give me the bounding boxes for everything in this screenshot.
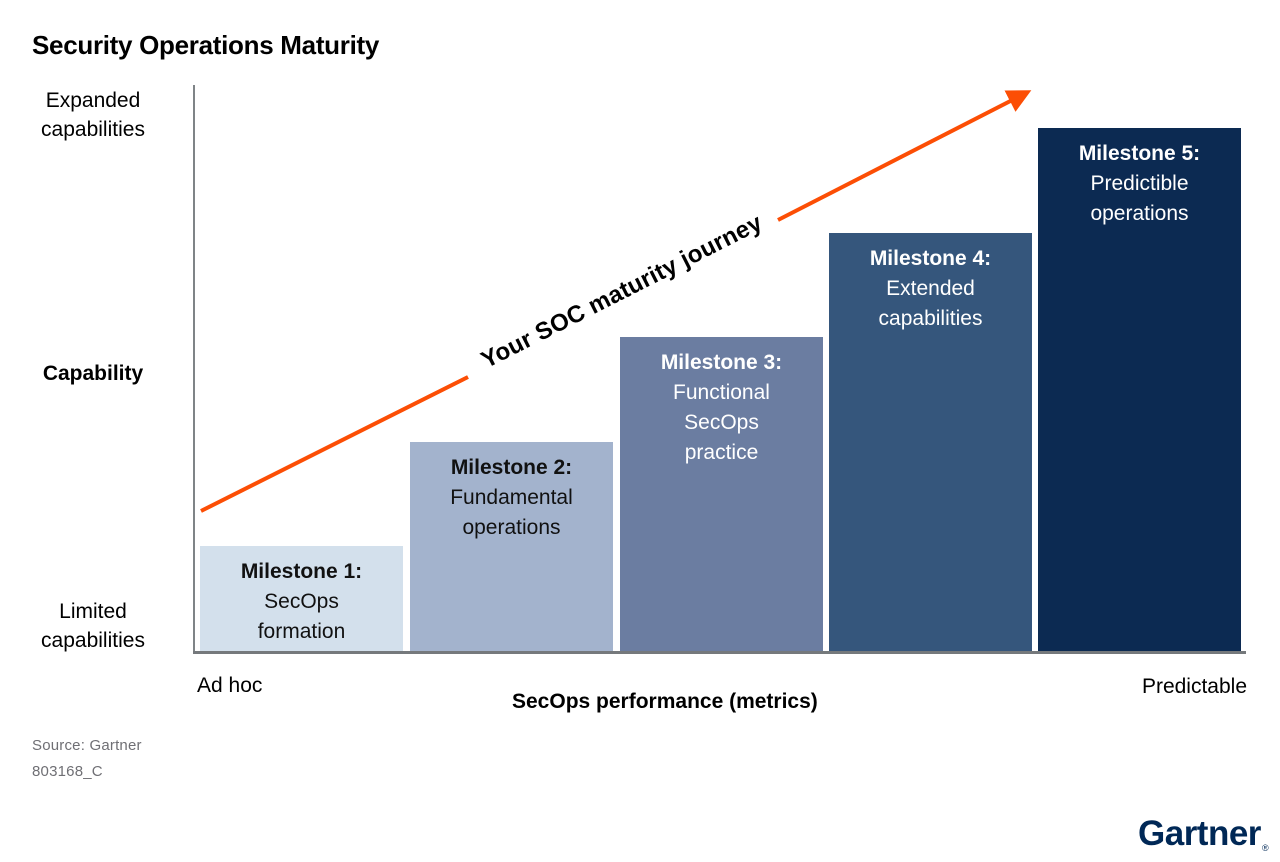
y-axis-title: Capability xyxy=(42,362,144,385)
bar-milestone-5: Milestone 5: Predictible operations xyxy=(1038,128,1241,651)
x-axis-line xyxy=(193,651,1246,654)
bar-description: Predictible operations xyxy=(1090,172,1189,225)
x-axis-max-label: Predictable xyxy=(1141,675,1247,698)
bar-description: Functional SecOps practice xyxy=(673,381,770,464)
bar-milestone-4: Milestone 4: Extended capabilities xyxy=(829,233,1032,651)
gartner-logo: Gartner® xyxy=(1138,814,1269,854)
document-id: 803168_C xyxy=(32,763,103,780)
bar-title: Milestone 3: xyxy=(660,351,783,374)
y-axis-line xyxy=(193,85,195,654)
bar-title: Milestone 2: xyxy=(450,456,573,479)
bar-title: Milestone 1: xyxy=(240,560,363,583)
source-line: Source: Gartner xyxy=(32,737,142,754)
bar-milestone-2: Milestone 2: Fundamental operations xyxy=(410,442,613,651)
gartner-logo-text: Gartner xyxy=(1138,814,1261,853)
bar-title: Milestone 5: xyxy=(1078,142,1201,165)
bar-title: Milestone 4: xyxy=(869,247,992,270)
bar-description: Fundamental operations xyxy=(450,486,573,539)
x-axis-min-label: Ad hoc xyxy=(197,674,263,697)
bar-milestone-1: Milestone 1: SecOps formation xyxy=(200,546,403,651)
y-axis-max-label: Expanded capabilities xyxy=(41,89,145,141)
registered-trademark-icon: ® xyxy=(1261,843,1269,853)
bar-milestone-3: Milestone 3: Functional SecOps practice xyxy=(620,337,823,651)
bar-description: Extended capabilities xyxy=(878,277,983,330)
bar-description: SecOps formation xyxy=(257,590,346,643)
chart-title: Security Operations Maturity xyxy=(32,30,380,60)
y-axis-min-label: Limited capabilities xyxy=(41,600,145,652)
x-axis-title: SecOps performance (metrics) xyxy=(512,690,818,713)
